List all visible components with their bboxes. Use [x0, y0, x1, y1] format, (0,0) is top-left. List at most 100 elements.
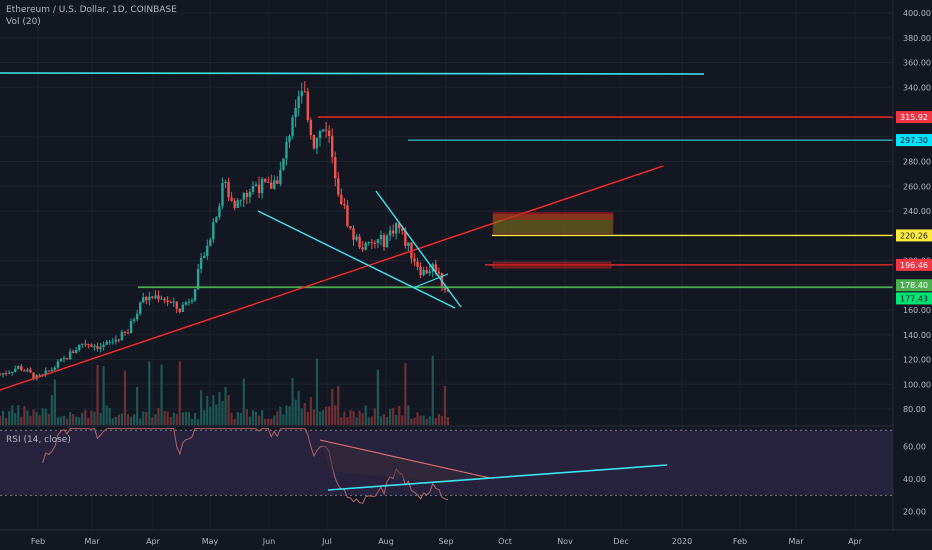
volume-bar — [53, 379, 56, 425]
candle-body — [361, 247, 364, 250]
candle-body — [209, 239, 212, 246]
volume-bar — [187, 412, 191, 425]
candle-body — [282, 158, 285, 170]
volume-bar — [136, 387, 139, 425]
supply-zone-red — [493, 212, 613, 220]
symbol-title[interactable]: Ethereum / U.S. Dollar, 1D, COINBASE — [6, 5, 177, 15]
volume-legend[interactable]: Vol (20) — [6, 17, 41, 27]
candle-body — [343, 204, 346, 206]
volume-bar — [440, 415, 444, 425]
volume-bar — [0, 415, 2, 425]
volume-bar — [44, 408, 47, 425]
price-badge — [896, 229, 932, 242]
candle-body — [212, 221, 215, 240]
volume-bar — [1, 410, 5, 425]
candle-body — [370, 241, 374, 243]
candle-body — [224, 181, 227, 183]
volume-bar — [196, 418, 200, 425]
candle-body — [446, 290, 450, 292]
volume-bar — [68, 412, 72, 425]
candle-body — [114, 339, 118, 342]
volume-bar — [17, 405, 20, 425]
volume-bar — [291, 378, 294, 425]
volume-bar — [337, 385, 340, 425]
price-tick-label: 400.00 — [903, 9, 931, 18]
volume-bar — [62, 415, 66, 425]
candle-body — [181, 304, 185, 312]
candle-body — [422, 270, 425, 276]
candle-body — [53, 367, 57, 370]
volume-bar — [230, 412, 233, 425]
volume-bar — [157, 407, 160, 425]
volume-bar — [99, 413, 102, 425]
candle-body — [312, 135, 316, 149]
volume-bar — [349, 410, 352, 425]
volume-bar — [279, 406, 282, 425]
candle-body — [90, 344, 93, 347]
candle-body — [358, 236, 361, 248]
candle-body — [416, 261, 419, 267]
volume-bar — [65, 418, 69, 425]
rsi-tick-label: 20.00 — [903, 508, 926, 517]
time-tick-label: 2020 — [672, 537, 692, 546]
volume-bar — [324, 406, 328, 425]
volume-bar — [367, 417, 370, 425]
volume-bar — [270, 418, 273, 425]
candle-body — [309, 120, 313, 136]
candle-body — [330, 136, 334, 157]
volume-bar — [75, 416, 78, 425]
candle-body — [352, 228, 355, 240]
price-tick-label: 160.00 — [903, 306, 931, 315]
candle-body — [245, 193, 249, 197]
candle-body — [175, 301, 178, 309]
volume-bar — [343, 411, 346, 425]
candle-body — [126, 332, 130, 334]
volume-bar — [215, 404, 218, 425]
volume-bar — [398, 406, 401, 425]
candle-body — [367, 241, 370, 243]
volume-bar — [331, 388, 334, 425]
volume-bar — [29, 415, 32, 425]
volume-bar — [193, 412, 197, 425]
volume-bar — [379, 416, 383, 425]
candle-body — [20, 366, 23, 371]
volume-bar — [309, 397, 312, 425]
candle-body — [111, 341, 114, 343]
candle-body — [251, 185, 255, 192]
volume-bar — [413, 417, 416, 425]
candle-body — [364, 242, 367, 250]
candle-body — [233, 200, 236, 208]
candle-body — [166, 300, 169, 303]
candle-body — [285, 141, 288, 159]
volume-bar — [294, 399, 297, 425]
volume-bar — [315, 358, 319, 425]
volume-bar — [297, 390, 300, 425]
volume-bar — [35, 412, 38, 425]
volume-bar — [312, 409, 316, 425]
candle-body — [78, 344, 81, 351]
candle-body — [297, 96, 300, 108]
wedge-upper-line — [375, 190, 462, 308]
candle-body — [218, 206, 221, 218]
rsi-legend[interactable]: RSI (14, close) — [6, 435, 71, 445]
candle-body — [324, 129, 328, 131]
candle-body — [404, 230, 407, 246]
volume-bar — [169, 417, 172, 425]
time-tick-label: Mar — [84, 537, 100, 546]
volume-bar — [20, 416, 23, 425]
volume-bar — [276, 411, 279, 425]
price-badge-label: 196.46 — [900, 261, 928, 270]
price-tick-label: 380.00 — [903, 34, 931, 43]
candle-body — [340, 194, 343, 205]
volume-bar — [395, 414, 398, 425]
volume-bar — [382, 414, 386, 425]
price-tick-label: 120.00 — [903, 356, 931, 365]
rsi-wedge-fill — [320, 440, 488, 483]
time-tick-label: Apr — [146, 537, 161, 546]
candle-body — [190, 300, 194, 302]
volume-bar — [361, 413, 364, 425]
candle-body — [59, 358, 63, 362]
volume-bar — [254, 411, 258, 425]
